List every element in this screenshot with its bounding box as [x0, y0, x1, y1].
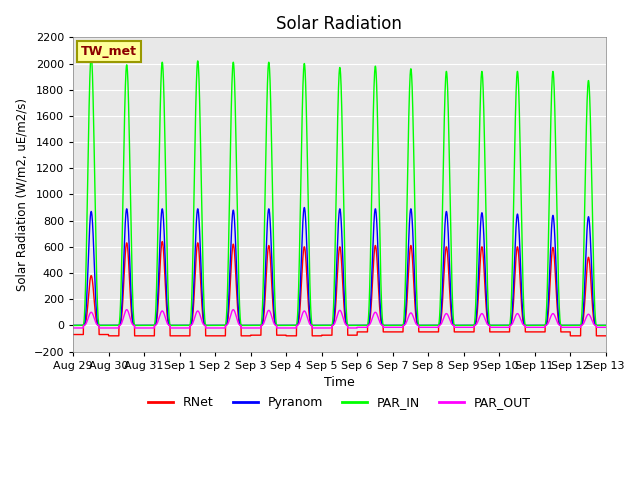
Title: Solar Radiation: Solar Radiation [276, 15, 403, 33]
Legend: RNet, Pyranom, PAR_IN, PAR_OUT: RNet, Pyranom, PAR_IN, PAR_OUT [143, 391, 536, 414]
Text: TW_met: TW_met [81, 45, 137, 58]
X-axis label: Time: Time [324, 376, 355, 389]
Y-axis label: Solar Radiation (W/m2, uE/m2/s): Solar Radiation (W/m2, uE/m2/s) [15, 98, 28, 291]
